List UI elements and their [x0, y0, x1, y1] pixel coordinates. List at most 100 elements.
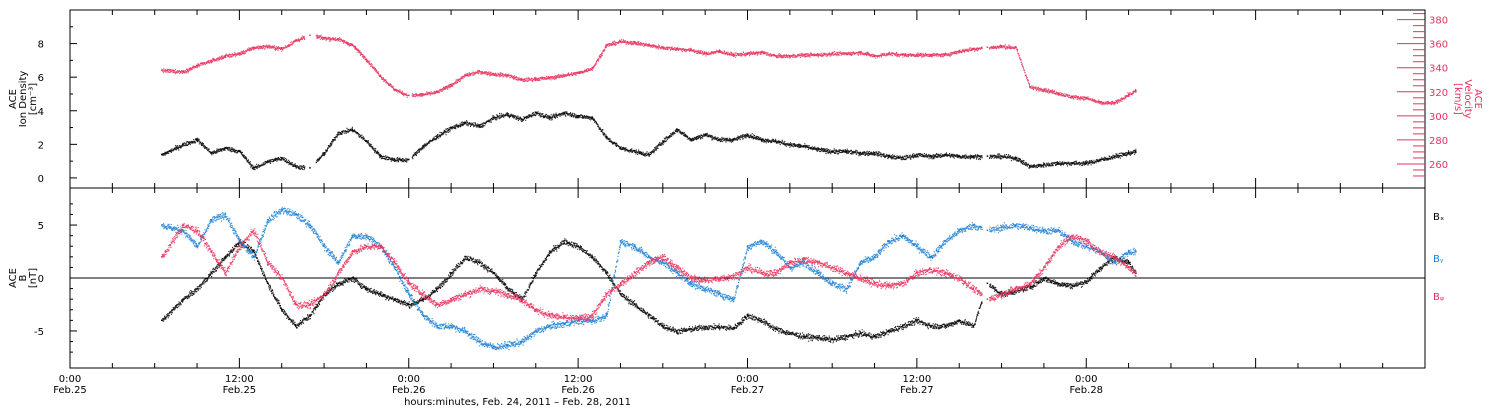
- bz-point: [887, 284, 890, 287]
- bz-point: [450, 298, 452, 300]
- density-point: [422, 145, 424, 147]
- density-tick-label: 0: [38, 174, 44, 185]
- bx-trace: [161, 238, 1137, 344]
- bx-point: [1043, 277, 1045, 279]
- by-point: [238, 240, 241, 242]
- by-point: [605, 314, 608, 316]
- x-tick-time: 0:00: [736, 374, 758, 385]
- velocity-point: [1057, 92, 1059, 94]
- bx-point: [450, 271, 452, 274]
- velocity-point: [662, 46, 664, 49]
- density-point: [1127, 151, 1130, 154]
- x-tick-time: 12:00: [564, 374, 593, 385]
- by-point: [1043, 229, 1045, 232]
- velocity-point: [408, 94, 410, 97]
- by-point: [690, 282, 692, 285]
- density-point: [266, 160, 269, 162]
- magnetic-field-panel: -5 0 5 ACE B [nT] Bₓ Bᵧ Bᵩ: [8, 187, 1444, 369]
- bx-point: [972, 324, 975, 327]
- density-tick-label: 8: [38, 40, 44, 51]
- density-point: [1085, 162, 1087, 164]
- density-point: [408, 158, 410, 161]
- density-point: [309, 167, 311, 169]
- velocity-tick-label: 320: [1429, 88, 1448, 99]
- velocity-tick-label: 340: [1429, 64, 1448, 75]
- by-point: [732, 298, 735, 300]
- field-axis-title: ACE B [nT]: [8, 268, 39, 288]
- velocity-point: [930, 53, 932, 56]
- velocity-tick-label: 380: [1429, 16, 1448, 27]
- bz-point: [563, 316, 565, 318]
- velocity-point: [831, 52, 833, 55]
- legend-entry: Bₓ: [1433, 212, 1444, 223]
- velocity-point: [1134, 89, 1137, 92]
- by-point: [591, 319, 593, 322]
- bz-series: [160, 223, 1137, 323]
- x-tick-date: Feb.25: [53, 385, 87, 396]
- bx-point: [986, 282, 989, 285]
- density-tick-label: 4: [38, 107, 44, 118]
- velocity-tick-label: 300: [1429, 112, 1448, 123]
- density-series: [160, 111, 1137, 171]
- density-point: [718, 138, 721, 141]
- density-axis-title-line: [cm⁻³]: [28, 83, 39, 115]
- density-point: [887, 155, 890, 157]
- by-point: [160, 224, 163, 226]
- x-tick-date: Feb.27: [731, 385, 765, 396]
- bz-point: [690, 277, 692, 279]
- by-point: [746, 245, 749, 247]
- bz-point: [1014, 287, 1017, 290]
- density-axis-ticks: 0 2 4 6 8: [38, 26, 77, 185]
- by-point: [506, 343, 509, 346]
- velocity-point: [309, 34, 311, 37]
- density-tick-label: 2: [38, 140, 44, 151]
- velocity-point: [196, 64, 198, 67]
- field-tick-label: -5: [34, 327, 44, 338]
- velocity-point: [280, 47, 283, 50]
- by-series: [160, 206, 1137, 351]
- x-tick-time: 12:00: [225, 374, 254, 385]
- bz-point: [1057, 245, 1059, 247]
- bx-point: [182, 298, 184, 300]
- by-point: [831, 282, 833, 285]
- bz-point: [619, 282, 622, 285]
- density-point: [930, 155, 932, 157]
- velocity-tick-label: 360: [1429, 40, 1448, 51]
- bx-series: [160, 238, 1137, 344]
- time-axis: 0:00Feb.2512:00Feb.250:00Feb.2612:00Feb.…: [53, 10, 1426, 408]
- velocity-tick-label: 280: [1429, 136, 1448, 147]
- bx-point: [309, 314, 311, 316]
- velocity-point: [252, 46, 255, 49]
- by-point: [619, 240, 622, 242]
- density-tick-label: 6: [38, 73, 44, 84]
- bx-point: [549, 250, 551, 253]
- bz-point: [859, 277, 862, 279]
- x-tick-time: 0:00: [59, 374, 81, 385]
- field-tick-label: 0: [38, 274, 44, 285]
- x-tick-date: Feb.26: [561, 385, 595, 396]
- bz-point: [238, 245, 241, 247]
- field-legend: Bₓ Bᵧ Bᵩ: [1433, 212, 1444, 303]
- bx-point: [916, 319, 918, 322]
- field-axis-ticks: -5 0 5: [34, 203, 77, 353]
- bz-point: [535, 309, 537, 311]
- velocity-point: [817, 53, 819, 56]
- by-point: [266, 219, 269, 221]
- density-trace: [161, 111, 1137, 171]
- by-point: [1000, 226, 1003, 228]
- bz-point: [351, 250, 354, 253]
- legend-entry: Bᵩ: [1433, 292, 1444, 303]
- bz-point: [182, 224, 184, 226]
- density-axis-title-line: ACE: [8, 89, 19, 109]
- density-point: [337, 131, 339, 134]
- bz-point: [422, 293, 424, 295]
- x-tick-date: Feb.28: [1069, 385, 1103, 396]
- x-axis-label: hours:minutes, Feb. 24, 2011 – Feb. 28, …: [404, 397, 631, 408]
- velocity-axis-title-line: Velocity: [1462, 79, 1473, 118]
- bx-point: [365, 287, 368, 290]
- field-axis-title-line: B: [18, 274, 29, 281]
- bz-point: [337, 271, 339, 274]
- x-tick-date: Feb.25: [223, 385, 257, 396]
- bx-point: [902, 324, 904, 327]
